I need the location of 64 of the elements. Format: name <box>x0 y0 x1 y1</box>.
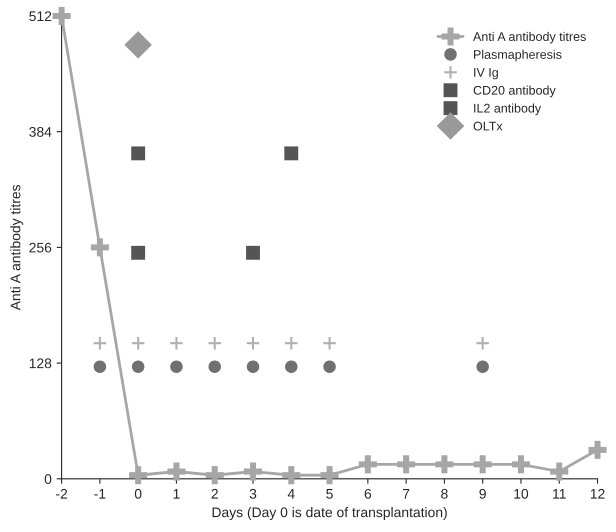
point <box>207 336 222 350</box>
x-tick-label: 11 <box>553 489 566 499</box>
x-tick-label: 0 <box>134 488 142 499</box>
point <box>170 360 183 373</box>
point <box>284 146 298 160</box>
point <box>246 246 260 260</box>
point <box>130 336 146 350</box>
legend-label: Anti A antibody titres <box>473 32 586 44</box>
point <box>397 455 416 474</box>
point <box>285 360 298 373</box>
point <box>131 246 146 260</box>
point <box>512 455 530 474</box>
x-tick-label: 12 <box>590 488 605 499</box>
point <box>320 466 339 484</box>
point <box>246 336 260 350</box>
point <box>476 360 489 373</box>
point <box>129 466 148 484</box>
x-tick-label: 9 <box>479 488 486 499</box>
legend-label: IL2 antibody <box>474 103 542 116</box>
point <box>90 238 109 256</box>
point <box>246 360 260 373</box>
x-axis-title: Days (Day 0 is date of transplantation) <box>212 507 447 520</box>
point <box>167 462 186 481</box>
x-tick-label: 4 <box>288 489 295 499</box>
x-tick-label: 8 <box>441 488 448 499</box>
point <box>132 360 144 373</box>
point <box>435 455 454 474</box>
y-axis-title: Anti A antibody titres <box>10 184 24 310</box>
x-tick-label: 5 <box>326 489 333 499</box>
x-tick-label: 1 <box>174 489 180 499</box>
point <box>322 336 337 350</box>
point <box>323 360 336 373</box>
point <box>206 466 224 484</box>
legend-label: OLTx <box>474 122 503 131</box>
legend-label: CD20 antibody <box>474 86 556 98</box>
x-tick-label: 2 <box>212 488 218 499</box>
point <box>131 146 146 160</box>
x-tick-label: 6 <box>364 488 372 499</box>
y-tick-label: 0 <box>44 474 52 484</box>
x-tick-label: 10 <box>514 488 528 499</box>
point <box>92 336 108 350</box>
point <box>208 360 221 373</box>
x-tick-label: 3 <box>250 488 256 499</box>
y-tick-label: 256 <box>29 242 52 253</box>
point <box>284 336 299 350</box>
point <box>282 466 300 484</box>
point <box>52 6 71 25</box>
x-tick-label: 7 <box>402 489 410 499</box>
point <box>169 336 184 350</box>
point <box>244 462 262 481</box>
y-tick-label: 512 <box>29 11 52 22</box>
x-tick-label: -2 <box>56 488 68 499</box>
point <box>474 455 492 474</box>
y-tick-label: 128 <box>30 358 52 368</box>
point <box>124 31 152 59</box>
legend-label: IV Ig <box>474 68 498 80</box>
point <box>550 462 568 481</box>
point <box>358 455 377 474</box>
legend-label: Plasmapheresis <box>474 50 562 62</box>
point <box>94 360 106 373</box>
y-tick-label: 384 <box>29 127 52 137</box>
x-tick-label: -1 <box>94 489 106 499</box>
point <box>475 336 490 350</box>
point <box>588 440 607 459</box>
